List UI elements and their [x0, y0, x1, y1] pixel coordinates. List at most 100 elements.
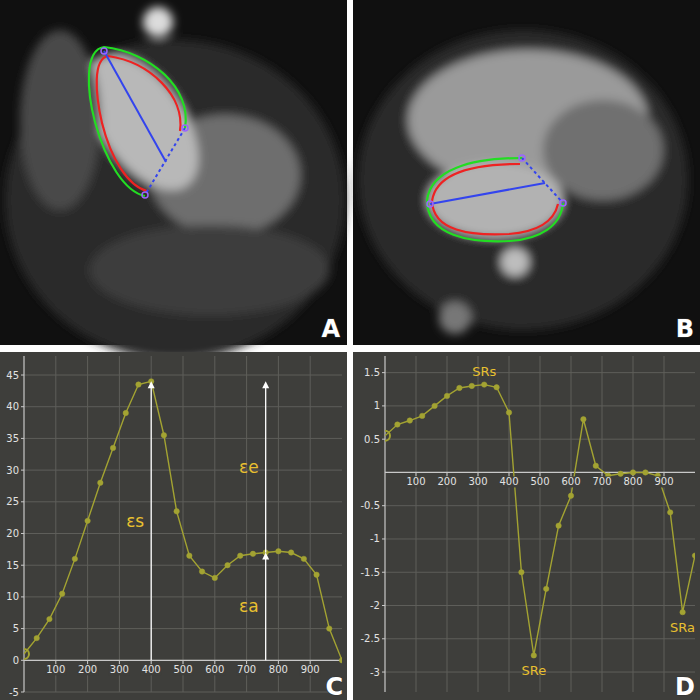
grid-line-y	[385, 439, 695, 440]
data-point	[34, 635, 39, 640]
y-tick	[382, 638, 385, 639]
x-tick-label-patch	[172, 664, 193, 675]
y-tick	[382, 439, 385, 440]
x-tick-label-patch	[653, 476, 674, 487]
data-point	[444, 393, 449, 398]
panel-letter: A	[321, 315, 340, 343]
grid-line-y	[24, 438, 342, 439]
annotation: SRa	[670, 620, 695, 635]
series-line	[24, 381, 342, 660]
y-tick	[21, 692, 24, 693]
grid-line-y	[24, 692, 342, 693]
y-tick	[21, 533, 24, 534]
chart-panel: 100200300400500600700800900-3-2.5-2-1.5-…	[353, 352, 700, 700]
x-tick-label: 100	[46, 664, 65, 675]
mitral-plane	[522, 158, 563, 203]
x-tick-label: 800	[623, 476, 642, 487]
x-tick-label: 600	[205, 664, 224, 675]
x-tick-label-patch	[498, 476, 519, 487]
x-tick-label: 200	[437, 476, 456, 487]
y-tick	[21, 470, 24, 471]
data-point	[327, 626, 332, 631]
data-point	[680, 609, 685, 614]
arrow-head	[148, 381, 155, 388]
x-tick-label: 400	[142, 664, 161, 675]
y-tick-label: -1	[370, 533, 380, 544]
data-point	[301, 556, 306, 561]
x-tick-label: 500	[530, 476, 549, 487]
data-point	[519, 570, 524, 575]
lower-tissue	[90, 225, 330, 315]
data-point	[98, 480, 103, 485]
annotation: SRs	[472, 364, 496, 379]
x-tick-label-patch	[529, 476, 550, 487]
data-point	[556, 523, 561, 528]
x-tick-label: 700	[592, 476, 611, 487]
y-tick-label: 30	[6, 465, 19, 476]
data-point	[161, 433, 166, 438]
data-point	[238, 553, 243, 558]
arrow-head	[262, 381, 269, 388]
x-tick-label-patch	[236, 664, 257, 675]
x-tick-label-patch	[45, 664, 66, 675]
mri-anatomy	[5, 7, 345, 360]
x-tick-label-patch	[591, 476, 612, 487]
grid-line-y	[385, 372, 695, 373]
x-tick-label-patch	[109, 664, 130, 675]
grid	[385, 356, 695, 692]
data-point	[212, 575, 217, 580]
y-tick-label: -3	[370, 667, 380, 678]
spine	[439, 302, 471, 334]
x-tick-label-patch	[77, 664, 98, 675]
y-tick	[21, 375, 24, 376]
chart-panel: 100200300400500600700800900-505101520253…	[0, 352, 347, 700]
mri-panel-a	[0, 0, 347, 360]
x-tick-label: 100	[406, 476, 425, 487]
y-tick-label: 25	[6, 496, 19, 507]
chart-background	[353, 352, 700, 700]
x-tick-label: 900	[654, 476, 673, 487]
grid-line-y	[385, 538, 695, 539]
data-point	[136, 382, 141, 387]
long-axis	[104, 51, 166, 162]
ventricle	[427, 162, 563, 238]
x-tick-label-patch	[268, 664, 289, 675]
data-point	[314, 572, 319, 577]
data-point	[643, 470, 648, 475]
data-point	[225, 563, 230, 568]
grid	[24, 356, 342, 692]
chest	[358, 30, 688, 330]
atrium	[543, 100, 663, 200]
data-point	[420, 413, 425, 418]
y-tick-label: 10	[6, 591, 19, 602]
y-tick	[382, 505, 385, 506]
y-tick-label: 1	[374, 400, 380, 411]
annotation-arrow	[265, 558, 266, 661]
data-point	[544, 586, 549, 591]
y-tick-label: 45	[6, 370, 19, 381]
arrow-head	[262, 553, 269, 560]
y-tick	[382, 405, 385, 406]
figure: 100200300400500600700800900-505101520253…	[0, 0, 700, 700]
aorta	[143, 7, 173, 37]
y-tick-label: 15	[6, 560, 19, 571]
y-tick	[21, 438, 24, 439]
grid-line-y	[24, 375, 342, 376]
data-point	[432, 403, 437, 408]
data-point	[506, 410, 511, 415]
data-point	[469, 383, 474, 388]
y-tick-label: -0.5	[360, 500, 380, 511]
data-point	[581, 417, 586, 422]
x-tick-label-patch	[405, 476, 426, 487]
labels: 100200300400500600700800900-3-2.5-2-1.5-…	[360, 364, 695, 679]
annotation: εs	[126, 511, 144, 531]
y-tick-label: -2.5	[360, 633, 380, 644]
x-tick-label: 300	[468, 476, 487, 487]
y-tick-label: -5	[9, 687, 19, 698]
x-tick-label-patch	[300, 664, 321, 675]
series-line	[385, 385, 695, 656]
plot-data	[24, 379, 342, 663]
mri-panel-b	[353, 0, 700, 345]
page: {"panel_labels": ["A", "B", "C", "D"], "…	[0, 0, 700, 700]
data-point	[110, 445, 115, 450]
